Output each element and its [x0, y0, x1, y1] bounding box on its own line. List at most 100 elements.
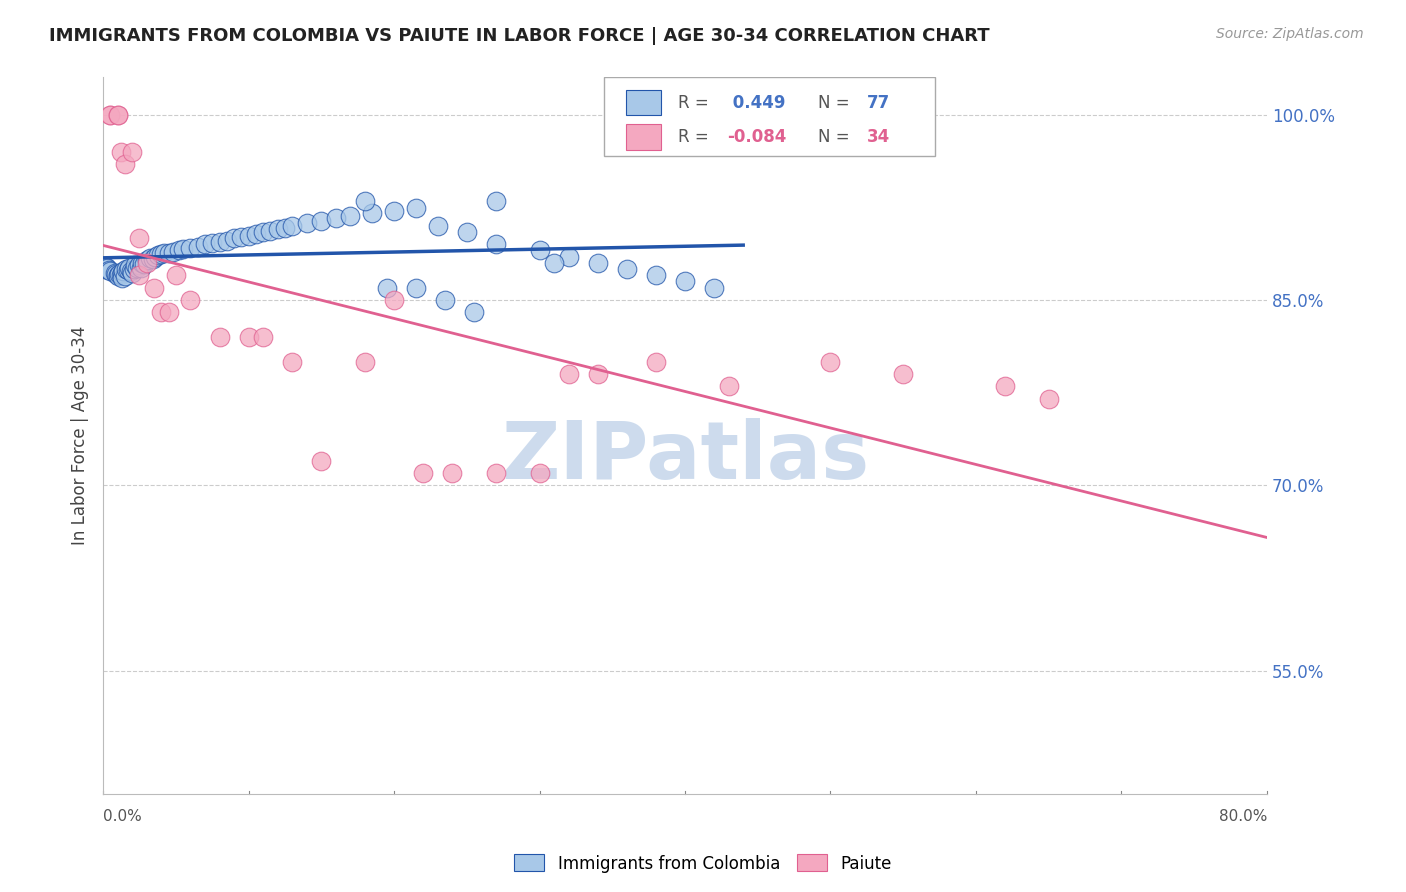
Point [129, 260, 152, 275]
Point [148, 248, 170, 262]
Point [107, 269, 129, 284]
Text: 0.0%: 0.0% [103, 809, 142, 824]
Point [107, 268, 129, 283]
Point [201, 235, 224, 250]
Point [108, 267, 131, 281]
Point [187, 240, 209, 254]
Text: Source: ZipAtlas.com: Source: ZipAtlas.com [1216, 27, 1364, 41]
Point [114, 269, 136, 284]
Point [114, 157, 136, 171]
Point [433, 293, 456, 307]
Point [616, 262, 638, 277]
Point [110, 145, 132, 159]
Point [194, 237, 217, 252]
Point [231, 230, 253, 244]
Text: -0.084: -0.084 [727, 128, 786, 146]
Point [157, 246, 180, 260]
Point [382, 203, 405, 218]
Point [143, 280, 166, 294]
Point [645, 354, 668, 368]
Point [238, 330, 260, 344]
Text: 0.449: 0.449 [727, 94, 786, 112]
Point [131, 256, 153, 270]
Point [208, 235, 231, 249]
Text: IMMIGRANTS FROM COLOMBIA VS PAIUTE IN LABOR FORCE | AGE 30-34 CORRELATION CHART: IMMIGRANTS FROM COLOMBIA VS PAIUTE IN LA… [49, 27, 990, 45]
Point [717, 379, 740, 393]
Point [121, 145, 143, 159]
Point [167, 244, 190, 258]
Point [208, 330, 231, 344]
Point [325, 211, 347, 226]
Point [485, 237, 508, 252]
Text: 77: 77 [866, 94, 890, 112]
Point [100, 107, 122, 121]
Point [138, 251, 160, 265]
Point [375, 280, 398, 294]
Point [426, 219, 449, 233]
Point [238, 228, 260, 243]
Y-axis label: In Labor Force | Age 30-34: In Labor Force | Age 30-34 [72, 326, 89, 546]
Point [529, 244, 551, 258]
Point [96, 260, 118, 275]
Point [405, 202, 427, 216]
Point [529, 466, 551, 480]
Point [125, 260, 148, 275]
Point [295, 216, 318, 230]
Point [145, 250, 167, 264]
Point [150, 247, 173, 261]
Point [354, 194, 377, 208]
Point [412, 466, 434, 480]
Point [586, 367, 609, 381]
Point [105, 267, 128, 281]
Point [281, 354, 304, 368]
Point [456, 225, 478, 239]
Point [405, 280, 427, 294]
Legend: Immigrants from Colombia, Paiute: Immigrants from Colombia, Paiute [508, 847, 898, 880]
Point [311, 214, 333, 228]
Point [122, 262, 145, 277]
Point [274, 221, 297, 235]
Point [267, 222, 290, 236]
Point [107, 107, 129, 121]
Point [252, 225, 274, 239]
Point [586, 256, 609, 270]
FancyBboxPatch shape [626, 124, 661, 150]
Point [165, 268, 187, 283]
Point [150, 305, 173, 319]
Point [142, 252, 165, 266]
Point [118, 260, 141, 275]
FancyBboxPatch shape [626, 89, 661, 115]
Point [891, 367, 914, 381]
Point [128, 231, 150, 245]
Point [128, 258, 150, 272]
Point [120, 264, 142, 278]
Point [645, 268, 668, 283]
Point [557, 250, 579, 264]
Point [215, 234, 238, 248]
Point [361, 206, 384, 220]
Text: ZIPatlas: ZIPatlas [501, 418, 869, 496]
Text: N =: N = [818, 128, 855, 146]
Text: R =: R = [678, 94, 714, 112]
Text: R =: R = [678, 128, 714, 146]
Point [124, 258, 146, 272]
Point [132, 257, 155, 271]
Point [245, 227, 267, 242]
Point [135, 253, 157, 268]
Text: N =: N = [818, 94, 855, 112]
Point [354, 354, 377, 368]
Point [107, 107, 129, 121]
Point [463, 305, 485, 319]
Point [281, 219, 304, 233]
Point [994, 379, 1017, 393]
Point [557, 367, 579, 381]
Point [100, 264, 122, 278]
Point [94, 260, 117, 274]
Text: 34: 34 [866, 128, 890, 146]
Point [117, 263, 139, 277]
Point [382, 293, 405, 307]
Point [121, 266, 143, 280]
Point [172, 242, 194, 256]
Point [128, 268, 150, 283]
Point [179, 293, 201, 307]
